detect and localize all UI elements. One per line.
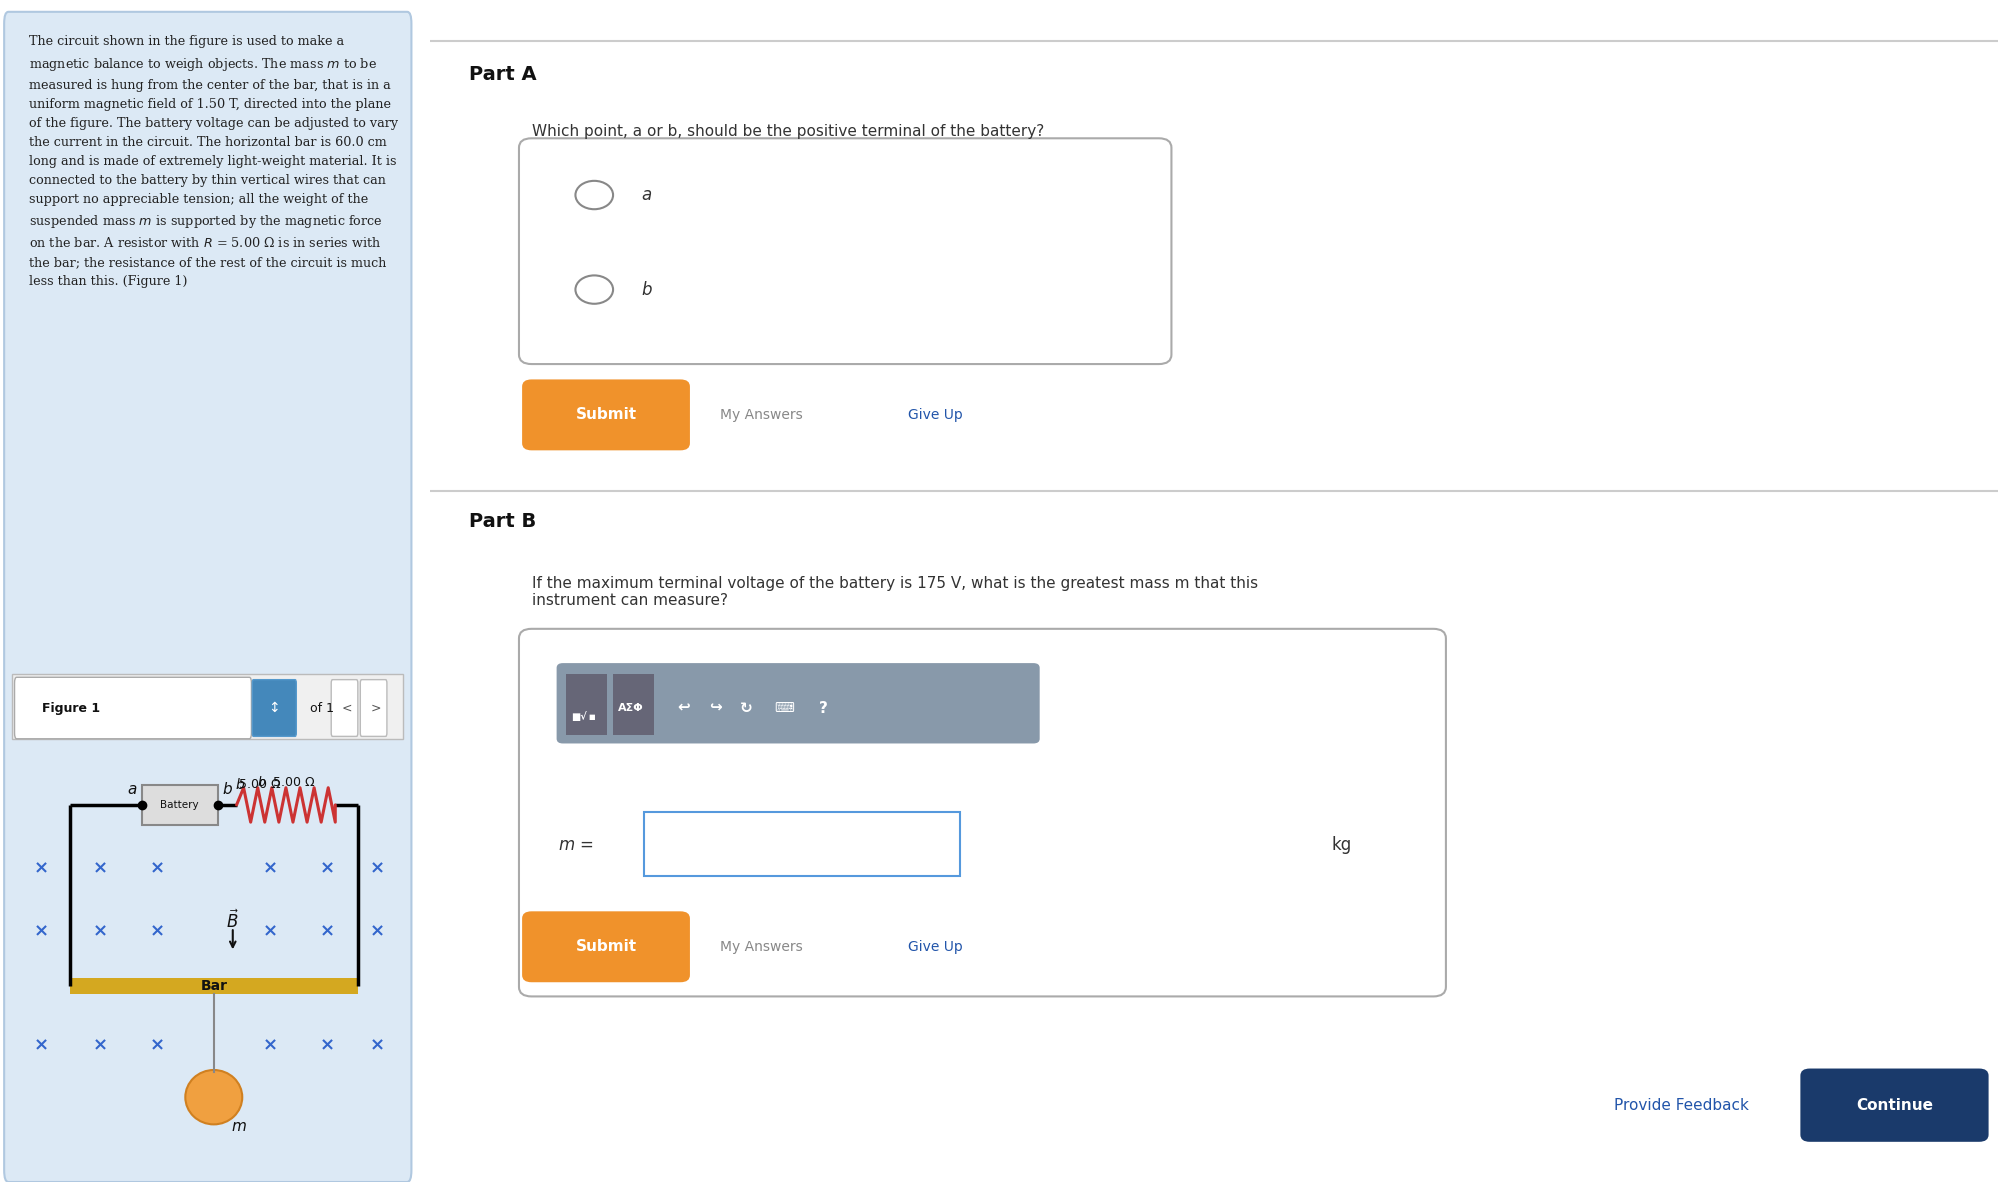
FancyBboxPatch shape — [565, 674, 607, 735]
Text: The circuit shown in the figure is used to make a
magnetic balance to weigh obje: The circuit shown in the figure is used … — [30, 35, 398, 288]
FancyBboxPatch shape — [645, 812, 959, 876]
Text: $b$: $b$ — [641, 280, 653, 299]
Text: My Answers: My Answers — [719, 940, 803, 954]
Text: Submit: Submit — [575, 940, 637, 954]
Text: ×: × — [370, 923, 384, 941]
Text: $a$: $a$ — [641, 186, 653, 204]
Text: of 1: of 1 — [310, 702, 334, 714]
Text: My Answers: My Answers — [719, 408, 803, 422]
FancyBboxPatch shape — [613, 674, 653, 735]
Ellipse shape — [186, 1070, 242, 1124]
Text: ×: × — [150, 1037, 164, 1054]
FancyBboxPatch shape — [142, 785, 218, 825]
Bar — [70, 978, 358, 994]
Text: ×: × — [34, 923, 48, 941]
Text: Provide Feedback: Provide Feedback — [1614, 1098, 1748, 1112]
Text: $m$: $m$ — [230, 1119, 246, 1135]
FancyBboxPatch shape — [519, 629, 1447, 996]
Text: kg: kg — [1331, 836, 1353, 855]
Text: ×: × — [370, 1037, 384, 1054]
Text: ×: × — [150, 923, 164, 941]
Text: ×: × — [92, 923, 108, 941]
Text: ⌨: ⌨ — [775, 701, 795, 715]
Text: Part B: Part B — [470, 512, 535, 531]
Text: Battery: Battery — [160, 800, 200, 810]
Text: >: > — [372, 702, 382, 714]
Text: ×: × — [320, 1037, 336, 1054]
Text: Which point, a or b, should be the positive terminal of the battery?: Which point, a or b, should be the posit… — [531, 124, 1043, 139]
Text: ■: ■ — [587, 714, 595, 721]
Text: 5.00 Ω: 5.00 Ω — [238, 778, 280, 791]
Text: $b$  5.00 Ω: $b$ 5.00 Ω — [256, 775, 316, 790]
Text: <: < — [342, 702, 352, 714]
FancyBboxPatch shape — [332, 680, 358, 736]
Text: ×: × — [92, 859, 108, 877]
Text: ×: × — [34, 1037, 48, 1054]
Text: ×: × — [34, 859, 48, 877]
Text: ×: × — [264, 1037, 278, 1054]
Text: $a$: $a$ — [128, 781, 138, 797]
Text: AΣΦ: AΣΦ — [617, 703, 643, 713]
Text: $b$: $b$ — [234, 777, 246, 792]
FancyBboxPatch shape — [252, 680, 296, 736]
FancyBboxPatch shape — [521, 911, 689, 982]
FancyBboxPatch shape — [12, 674, 404, 739]
Text: ×: × — [264, 859, 278, 877]
FancyBboxPatch shape — [519, 138, 1171, 364]
Text: Give Up: Give Up — [907, 940, 963, 954]
Text: Submit: Submit — [575, 408, 637, 422]
Text: $m$ =: $m$ = — [557, 836, 593, 855]
Text: ×: × — [92, 1037, 108, 1054]
FancyBboxPatch shape — [4, 12, 412, 1182]
FancyBboxPatch shape — [521, 379, 689, 450]
Text: $\vec{B}$: $\vec{B}$ — [226, 909, 240, 931]
Text: ×: × — [150, 859, 164, 877]
FancyBboxPatch shape — [1800, 1069, 1988, 1142]
FancyBboxPatch shape — [360, 680, 388, 736]
Text: Bar: Bar — [200, 979, 228, 993]
Text: ?: ? — [819, 701, 827, 715]
FancyBboxPatch shape — [14, 677, 252, 739]
Text: Figure 1: Figure 1 — [42, 702, 100, 714]
Text: ×: × — [264, 923, 278, 941]
Text: Give Up: Give Up — [907, 408, 963, 422]
Text: ×: × — [320, 859, 336, 877]
Text: ×: × — [370, 859, 384, 877]
Text: If the maximum terminal voltage of the battery is 175 V, what is the greatest ma: If the maximum terminal voltage of the b… — [531, 576, 1257, 608]
Text: ↻: ↻ — [739, 701, 753, 715]
Text: ■√: ■√ — [571, 713, 587, 722]
Text: $b$: $b$ — [222, 781, 232, 797]
Text: Part A: Part A — [470, 65, 535, 84]
Text: ↪: ↪ — [709, 701, 721, 715]
FancyBboxPatch shape — [557, 663, 1039, 743]
Text: ↕: ↕ — [268, 701, 280, 715]
Text: ↩: ↩ — [677, 701, 689, 715]
Text: ×: × — [320, 923, 336, 941]
Text: Continue: Continue — [1856, 1098, 1932, 1112]
